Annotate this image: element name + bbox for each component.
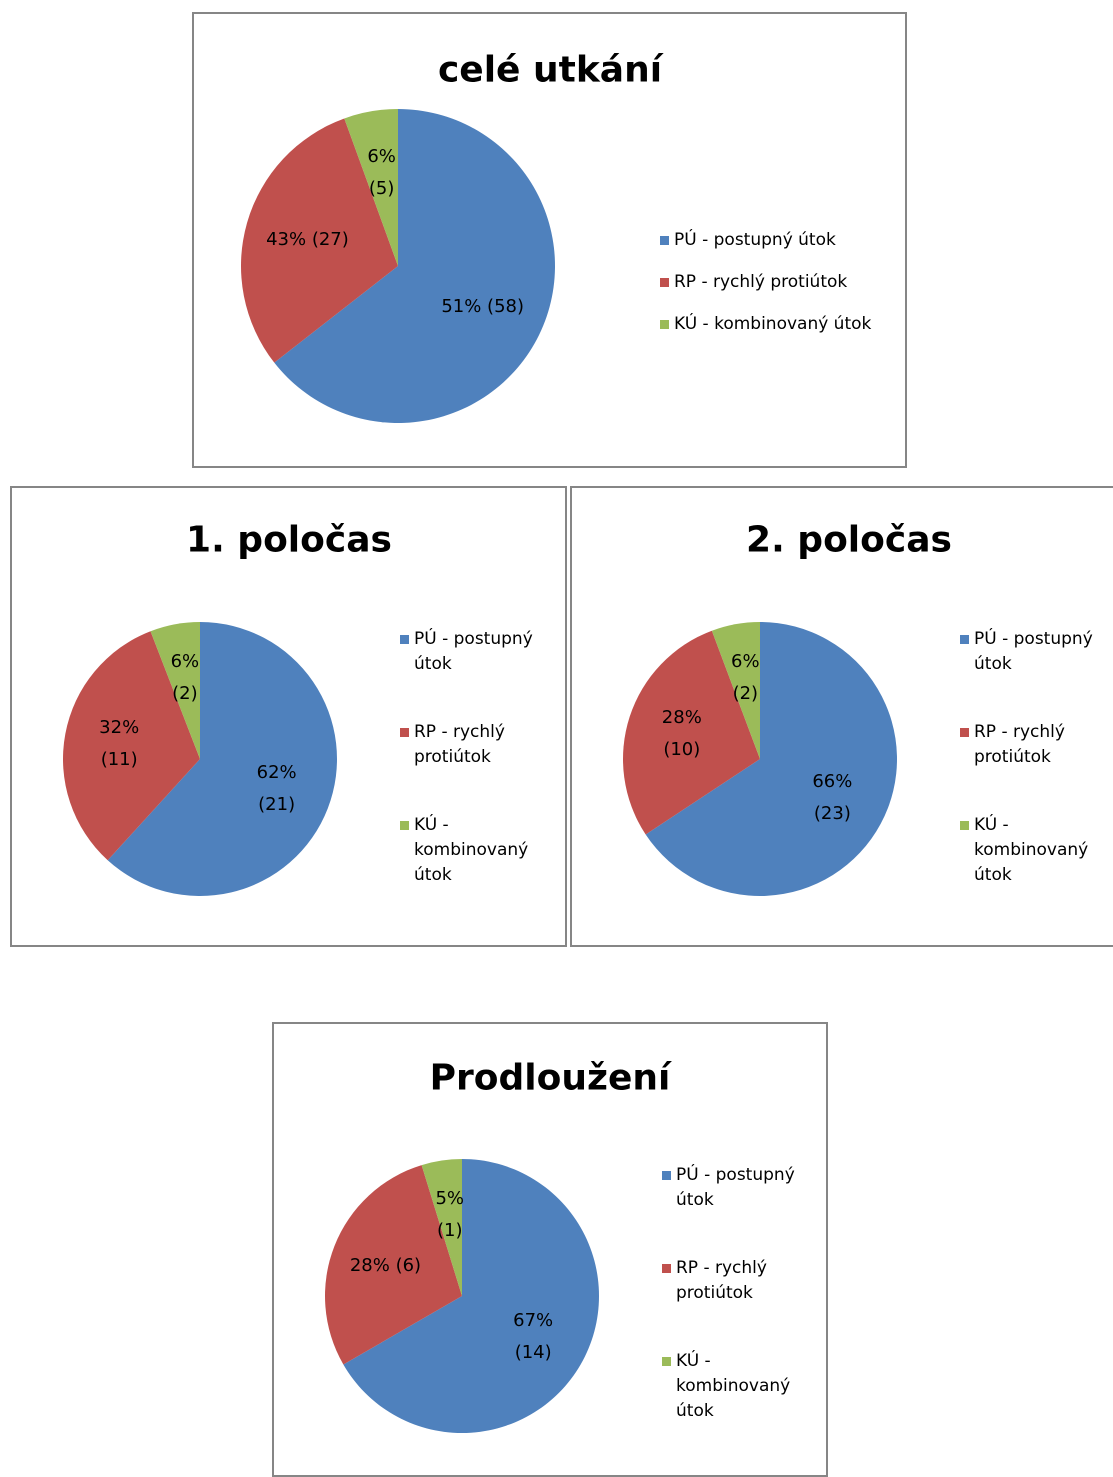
legend-entry: PÚ - postupný útok (400, 627, 559, 677)
chart-title: 1. poločas (186, 519, 392, 561)
data-label: 5% (1) (435, 1187, 465, 1241)
legend-entry: PÚ - postupný útok (660, 228, 934, 253)
legend-entry: KÚ - kombinovaný útok (662, 1349, 821, 1424)
legend-text: KÚ - kombinovaný útok (414, 815, 529, 885)
legend-swatch (660, 236, 669, 245)
legend-text: RP - rychlý protiútok (414, 722, 505, 767)
legend-swatch (960, 821, 969, 830)
legend-swatch (960, 728, 969, 737)
legend-entry: KÚ - kombinovaný útok (960, 813, 1113, 888)
legend-text: RP - rychlý protiútok (674, 272, 848, 292)
data-label: 6% (2) (170, 651, 200, 705)
pie-slice (421, 1159, 462, 1296)
data-label: 43% (27) (266, 229, 349, 251)
chart-title: celé utkání (437, 49, 663, 91)
pie-slice (274, 109, 555, 423)
data-label: 6% (2) (731, 651, 760, 705)
pie-slice (711, 622, 760, 759)
pie-slice (241, 118, 398, 363)
legend-text: PÚ - postupný útok (674, 230, 836, 250)
pie-slice (645, 622, 897, 897)
data-label: 62% (21) (256, 761, 297, 815)
legend-entry: KÚ - kombinovaný útok (660, 312, 934, 337)
legend-text: PÚ - postupný útok (414, 629, 533, 674)
legend-text: PÚ - postupný útok (676, 1165, 795, 1210)
pie-slice (325, 1165, 462, 1365)
legend-text: RP - rychlý protiútok (974, 722, 1065, 767)
legend-entry: RP - rychlý protiútok (960, 720, 1113, 770)
legend-entry: PÚ - postupný útok (960, 627, 1113, 677)
data-label: 51% (58) (441, 296, 524, 318)
legend-swatch (660, 320, 669, 329)
legend-entry: RP - rychlý protiútok (400, 720, 559, 770)
legend-entry: KÚ - kombinovaný útok (400, 813, 559, 888)
legend-entry: RP - rychlý protiútok (660, 270, 934, 295)
data-label: 32% (11) (99, 716, 140, 770)
pie-slice (623, 630, 760, 835)
data-label: 66% (23) (812, 770, 853, 824)
legend-swatch (662, 1264, 671, 1273)
chart-title: Prodloužení (429, 1057, 671, 1099)
legend-swatch (400, 635, 409, 644)
data-label: 28% (6) (349, 1254, 422, 1276)
legend-text: PÚ - postupný útok (974, 629, 1093, 674)
pie-slice (344, 109, 398, 266)
pie-slice (150, 622, 200, 759)
legend-swatch (660, 278, 669, 287)
legend-entry: PÚ - postupný útok (662, 1163, 821, 1213)
legend-swatch (400, 821, 409, 830)
chart-title: 2. poločas (746, 519, 952, 561)
pie-slice (107, 622, 337, 896)
legend-text: KÚ - kombinovaný útok (676, 1351, 791, 1421)
legend-swatch (662, 1171, 671, 1180)
legend-swatch (400, 728, 409, 737)
pie-slice (343, 1159, 599, 1433)
data-label: 28% (10) (661, 706, 702, 760)
legend-text: KÚ - kombinovaný útok (974, 815, 1089, 885)
legend-swatch (662, 1357, 671, 1366)
legend-entry: RP - rychlý protiútok (662, 1256, 821, 1306)
legend-text: RP - rychlý protiútok (676, 1258, 767, 1303)
data-label: 6% (5) (367, 146, 396, 200)
legend-swatch (960, 635, 969, 644)
legend-text: KÚ - kombinovaný útok (674, 314, 872, 334)
data-label: 67% (14) (513, 1310, 554, 1364)
pie-slice (62, 631, 200, 861)
